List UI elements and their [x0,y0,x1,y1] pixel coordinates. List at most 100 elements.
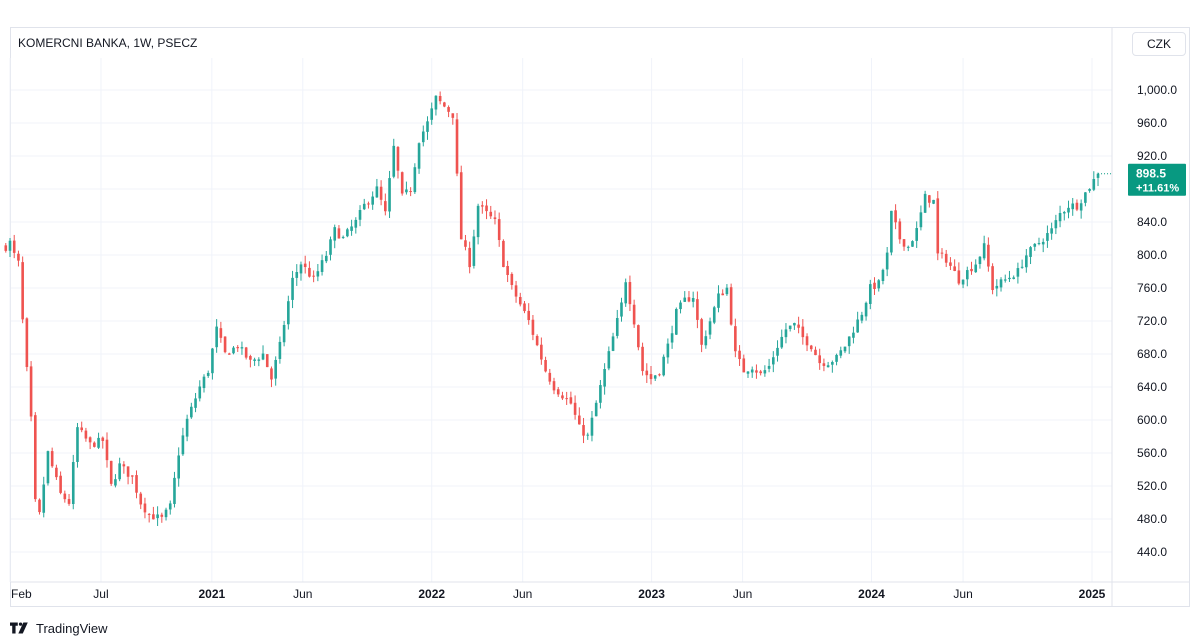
candle-up [767,358,771,373]
candle-body [510,273,514,285]
candle-body [215,326,218,348]
candle-up [1079,199,1083,219]
candle-body [645,370,649,376]
candle-body [565,398,568,400]
candle-down [949,257,952,271]
candle-body [679,302,682,310]
y-tick-label: 800.0 [1137,248,1167,262]
candle-down [63,490,67,503]
candle-body [1046,233,1049,241]
candle-down [12,234,16,259]
candle-body [658,374,661,376]
candle-up [232,346,235,355]
candle-down [510,272,514,290]
candle-up [291,270,294,309]
candle-body [362,203,366,210]
candle-body [130,475,134,477]
last-price-label: 898.5 [1136,167,1166,181]
candle-down [67,493,71,506]
candle-down [88,436,92,450]
candle-body [552,381,556,391]
candle-body [303,263,307,268]
candle-body [877,280,881,289]
candle-up [1096,172,1100,187]
y-tick-label: 840.0 [1137,215,1167,229]
candle-up [666,338,670,364]
candle-body [873,282,876,290]
candle-body [244,347,248,358]
currency-selector[interactable]: CZK [1132,32,1186,56]
candle-down [55,464,58,480]
candle-body [561,395,564,399]
candle-body [156,514,159,519]
candle-body [544,360,547,372]
candle-up [923,190,927,214]
candle-up [185,414,189,442]
candle-body [784,329,788,338]
candle-up [430,102,434,125]
candle-down [759,369,762,376]
candle-body [198,386,202,399]
candle-up [329,236,332,261]
candle-body [514,285,518,297]
candle-up [215,319,218,353]
candle-up [472,229,476,269]
candle-body [367,203,370,205]
candle-body [261,353,265,360]
candle-body [50,451,54,467]
candle-down [552,377,556,395]
candle-up [240,341,244,355]
candle-down [523,301,526,314]
candle-body [388,178,391,212]
candle-up [164,507,168,521]
candle-up [831,360,834,373]
candle-down [236,345,240,352]
candle-body [346,229,349,237]
candle-down [548,368,552,385]
candle-body [375,186,379,198]
candle-body [497,219,501,241]
candle-up [1046,225,1049,248]
candle-up [341,235,345,239]
x-tick-label: Jun [293,587,312,601]
brand-label[interactable]: TradingView [36,620,108,636]
candle-body [944,253,948,263]
candle-body [421,131,425,143]
candle-up [691,291,695,308]
candle-up [974,259,978,273]
candle-body [527,310,531,321]
candle-up [320,254,324,276]
candle-body [949,262,952,266]
y-tick-label: 1,000.0 [1137,83,1177,97]
candle-down [514,280,518,303]
candle-body [249,356,252,360]
candle-body [965,270,969,280]
candle-down [84,427,88,442]
candle-up [253,357,256,366]
candle-up [1067,200,1070,219]
candle-down [396,145,400,179]
candle-body [771,357,775,365]
y-tick-label: 920.0 [1137,149,1167,163]
candle-up [978,256,982,269]
y-tick-label: 440.0 [1137,545,1167,559]
candle-down [987,237,990,272]
candle-body [586,434,590,436]
candle-up [299,261,303,281]
candle-body [742,358,746,373]
candle-body [1050,228,1053,234]
candle-body [291,277,294,300]
candle-body [337,228,341,239]
candle-down [152,506,155,520]
candle-down [801,319,805,345]
candle-body [523,303,526,312]
y-tick-label: 680.0 [1137,347,1167,361]
candle-down [797,316,800,334]
candle-body [637,325,640,348]
candle-body [489,211,493,217]
candle-body [97,437,100,448]
candle-down [898,218,902,244]
candle-up [261,345,265,361]
candle-down [126,466,130,485]
